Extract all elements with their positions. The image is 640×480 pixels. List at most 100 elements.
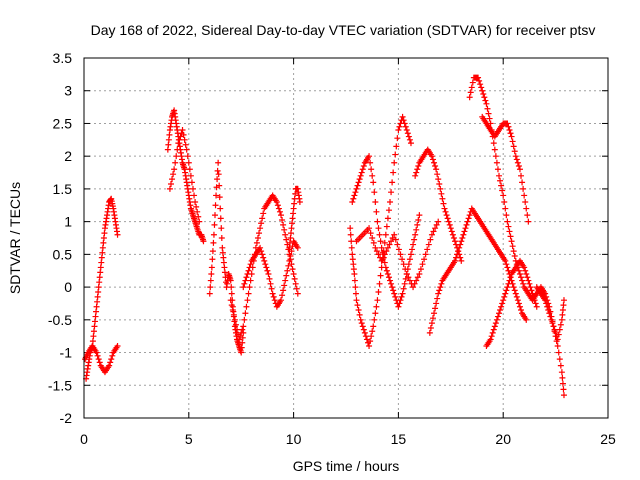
data-point [350,195,357,202]
data-point [467,89,474,96]
data-point [526,280,533,287]
data-point [506,228,513,235]
series-trace-n [466,74,567,399]
data-point [381,251,388,258]
data-point [387,277,394,284]
data-point [437,284,444,291]
data-point [234,326,241,333]
data-point [377,272,384,279]
data-point [281,226,288,233]
data-point [227,277,234,284]
data-point [409,246,416,253]
data-point [437,185,444,192]
data-point [242,277,249,284]
data-point [195,213,202,220]
data-point [434,171,441,178]
data-point [392,236,399,243]
data-point [500,192,507,199]
data-point [279,217,286,223]
data-point [430,228,437,235]
data-point [398,293,405,300]
data-point [424,246,431,253]
data-point [371,189,378,196]
data-point [503,261,510,268]
data-point [428,231,435,238]
data-point [271,297,278,304]
y-tick-label: 2 [64,148,72,164]
data-point [545,307,552,313]
data-point [278,212,285,219]
data-point [482,97,489,104]
data-point [396,300,403,307]
data-point [547,313,554,320]
data-point [183,146,190,153]
data-point [442,208,449,215]
data-point [458,257,465,264]
data-point [264,267,271,274]
data-point [481,94,488,101]
data-point [460,231,467,238]
data-point [493,316,500,323]
data-point [505,223,512,230]
data-point [552,329,559,336]
data-point [506,277,513,284]
data-point [353,185,360,192]
data-point [510,284,517,291]
data-point [357,172,364,179]
data-point [243,303,250,310]
data-point [196,218,203,225]
data-point [428,320,435,327]
data-point [351,271,358,277]
data-point [453,254,460,261]
data-point [230,311,237,318]
data-point [275,205,282,212]
data-point [171,166,178,173]
data-point [371,316,378,323]
data-point [523,205,530,212]
data-point [361,329,368,336]
data-point [513,293,520,300]
data-point [374,297,381,304]
x-tick-label: 25 [600,431,616,447]
data-point [399,113,406,120]
data-point [283,236,290,243]
data-point [494,313,501,320]
data-point [518,274,525,281]
data-point [396,123,403,130]
data-point [368,166,375,173]
data-point [378,244,385,251]
data-point [414,274,421,281]
data-point [502,290,509,297]
data-point [507,130,514,137]
data-point [384,215,391,222]
data-point [239,326,246,333]
data-point [381,259,388,266]
series-trace-g [240,238,301,310]
data-point [392,293,399,300]
data-point [504,284,511,291]
data-point [509,138,516,145]
data-point [533,303,540,310]
data-point [494,166,501,173]
data-point [352,284,359,291]
data-point [381,239,388,246]
data-point [380,254,387,261]
data-point [400,117,407,124]
data-point [245,290,252,297]
data-point [515,267,522,274]
data-point [504,120,511,127]
data-point [441,205,448,212]
data-point [458,238,465,245]
data-point [416,212,423,219]
data-point [514,297,521,304]
data-point [360,326,367,333]
data-point [269,290,276,297]
data-point [259,215,266,222]
data-point [475,74,482,81]
data-point [478,84,485,91]
data-point [401,280,408,287]
data-point [289,266,296,273]
data-point [521,264,528,271]
data-point [433,166,440,173]
